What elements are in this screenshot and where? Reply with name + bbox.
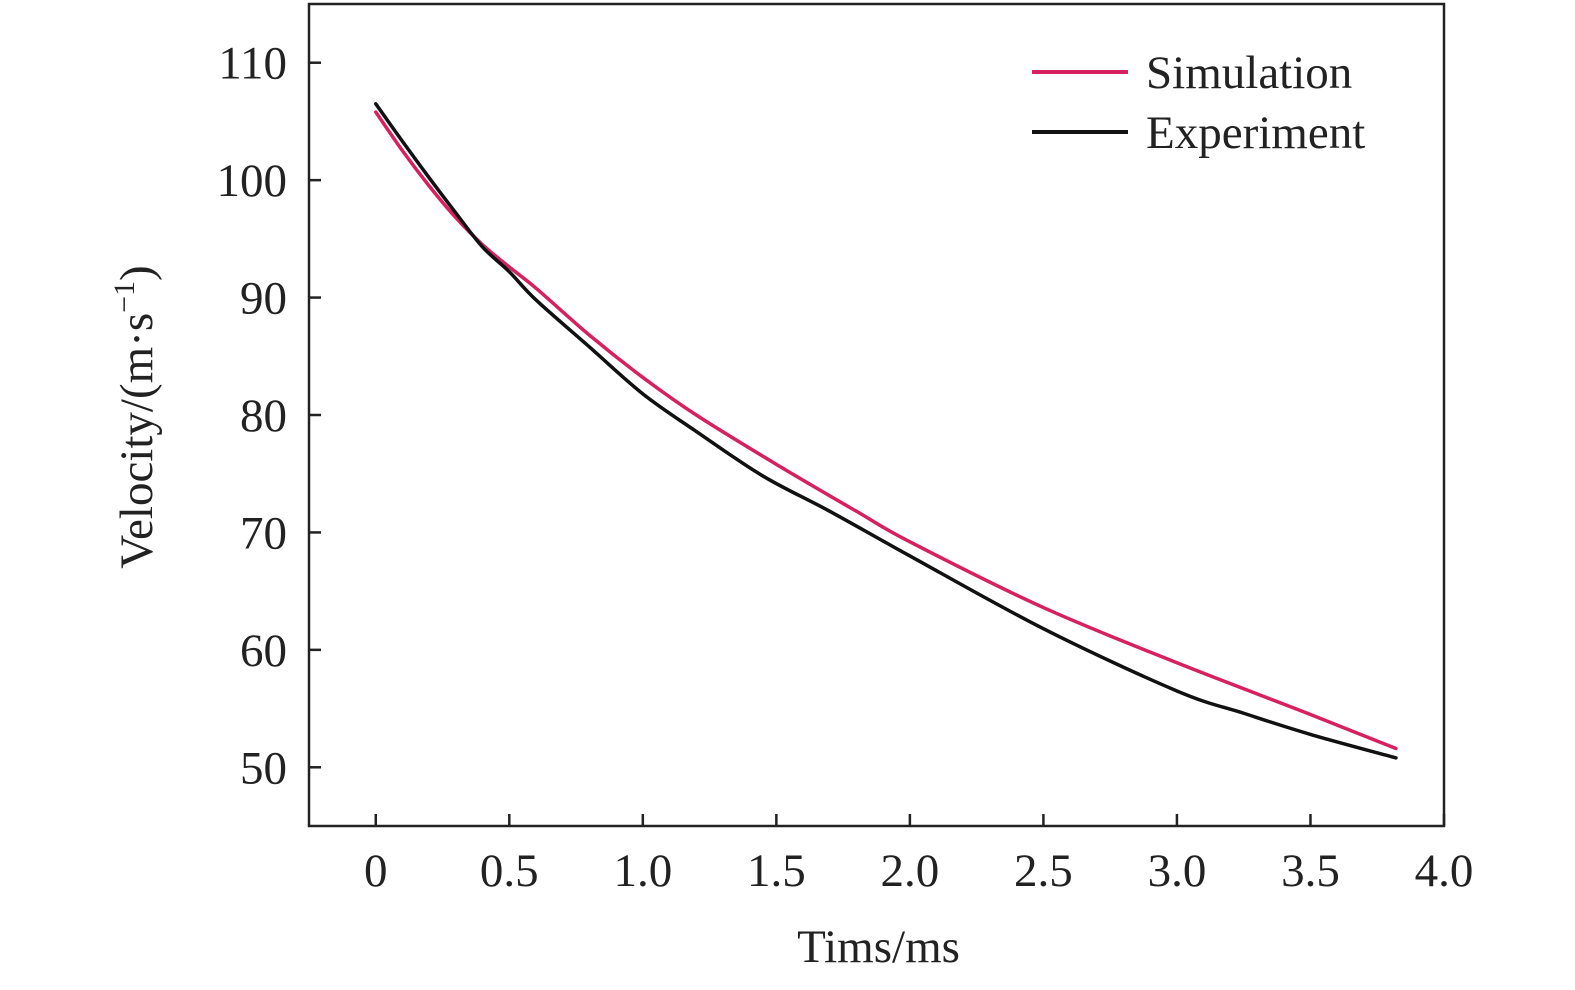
x-tick-label: 1.5 (747, 845, 806, 897)
y-tick-label: 70 (240, 507, 287, 559)
y-tick-label: 90 (240, 273, 287, 325)
y-tick-label: 110 (218, 38, 287, 90)
y-tick-label: 80 (240, 390, 287, 442)
x-tick-label: 4.0 (1415, 845, 1474, 897)
series-line-simulation (374, 110, 1398, 751)
x-tick-label: 2.5 (1014, 845, 1073, 897)
y-axis-title: Velocity/(m·s−1) (108, 265, 163, 568)
legend-label-experiment: Experiment (1146, 107, 1365, 159)
x-tick-label: 0 (364, 845, 388, 897)
x-axis-title: Tims/ms (797, 921, 960, 973)
y-axis-ticks: 50 60 70 80 90 100 110 (217, 38, 321, 794)
legend: Simulation Experiment (1032, 47, 1365, 159)
y-tick-label: 60 (240, 625, 287, 677)
y-axis-title-main: Velocity/(m·s (111, 313, 163, 569)
y-tick-label: 100 (217, 155, 288, 207)
y-axis-title-close: ) (111, 265, 163, 281)
x-tick-label: 3.0 (1148, 845, 1207, 897)
x-tick-label: 0.5 (480, 845, 539, 897)
x-tick-label: 1.0 (613, 845, 672, 897)
x-tick-label: 3.5 (1281, 845, 1340, 897)
series-group (374, 102, 1398, 760)
y-tick-label: 50 (240, 742, 287, 794)
x-axis-ticks: 0 0.5 1.0 1.5 2.0 2.5 3.0 3.5 4.0 (364, 814, 1473, 897)
x-tick-label: 2.0 (881, 845, 940, 897)
series-line-experiment (374, 102, 1398, 760)
y-axis-title-superscript: −1 (108, 281, 141, 313)
legend-label-simulation: Simulation (1146, 47, 1352, 99)
